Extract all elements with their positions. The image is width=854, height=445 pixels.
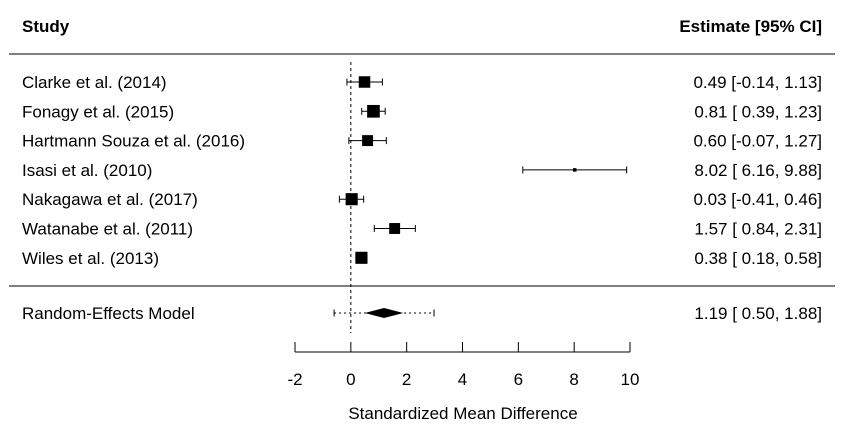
point-estimate-marker: [572, 168, 577, 172]
x-axis: -2 0 2 4 6 8 10: [287, 62, 639, 389]
study-estimate-ci: 1.57 [ 0.84, 2.31]: [694, 220, 822, 239]
study-label: Hartmann Souza et al. (2016): [22, 132, 245, 151]
study-row: Clarke et al. (2014) 0.49 [-0.14, 1.13]: [22, 73, 822, 92]
study-row: Hartmann Souza et al. (2016) 0.60 [-0.07,…: [22, 132, 822, 151]
x-tick-label: 4: [458, 370, 467, 389]
study-row: Watanabe et al. (2011) 1.57 [ 0.84, 2.31]: [22, 220, 822, 239]
x-tick-label: 2: [402, 370, 411, 389]
x-axis-title: Standardized Mean Difference: [348, 404, 577, 423]
point-estimate-marker: [367, 104, 380, 118]
study-label: Fonagy et al. (2015): [22, 102, 174, 121]
study-label: Watanabe et al. (2011): [22, 220, 193, 239]
point-estimate-marker: [345, 193, 358, 206]
study-row: Fonagy et al. (2015) 0.81 [ 0.39, 1.23]: [22, 102, 822, 121]
summary-row: Random-Effects Model 1.19 [ 0.50, 1.88]: [22, 304, 822, 323]
summary-estimate-ci: 1.19 [ 0.50, 1.88]: [694, 304, 822, 323]
study-row: Isasi et al. (2010) 8.02 [ 6.16, 9.88]: [22, 161, 822, 180]
study-rows: Clarke et al. (2014) 0.49 [-0.14, 1.13] Fo…: [22, 73, 822, 268]
study-estimate-ci: 0.49 [-0.14, 1.13]: [693, 73, 822, 92]
study-estimate-ci: 0.38 [ 0.18, 0.58]: [694, 249, 822, 268]
study-row: Nakagawa et al. (2017) 0.03 [-0.41, 0.46]: [22, 190, 822, 209]
summary-diamond: [364, 308, 404, 318]
point-estimate-marker: [355, 251, 368, 264]
point-estimate-marker: [358, 76, 371, 88]
point-estimate-marker: [389, 223, 401, 234]
study-row: Wiles et al. (2013) 0.38 [ 0.18, 0.58]: [22, 249, 822, 268]
study-estimate-ci: 0.03 [-0.41, 0.46]: [693, 190, 822, 209]
study-column-header: Study: [22, 17, 70, 36]
point-estimate-marker: [362, 135, 374, 147]
estimate-column-header: Estimate [95% CI]: [679, 17, 822, 36]
study-label: Isasi et al. (2010): [22, 161, 152, 180]
study-estimate-ci: 8.02 [ 6.16, 9.88]: [694, 161, 822, 180]
x-tick-label: 0: [346, 370, 355, 389]
x-tick-label: 6: [514, 370, 523, 389]
study-label: Clarke et al. (2014): [22, 73, 167, 92]
x-tick-label: -2: [287, 370, 302, 389]
study-label: Wiles et al. (2013): [22, 249, 159, 268]
x-tick-label: 8: [569, 370, 578, 389]
study-estimate-ci: 0.81 [ 0.39, 1.23]: [694, 102, 822, 121]
study-label: Nakagawa et al. (2017): [22, 190, 198, 209]
x-tick-label: 10: [621, 370, 640, 389]
study-estimate-ci: 0.60 [-0.07, 1.27]: [693, 132, 822, 151]
summary-label: Random-Effects Model: [22, 304, 195, 323]
